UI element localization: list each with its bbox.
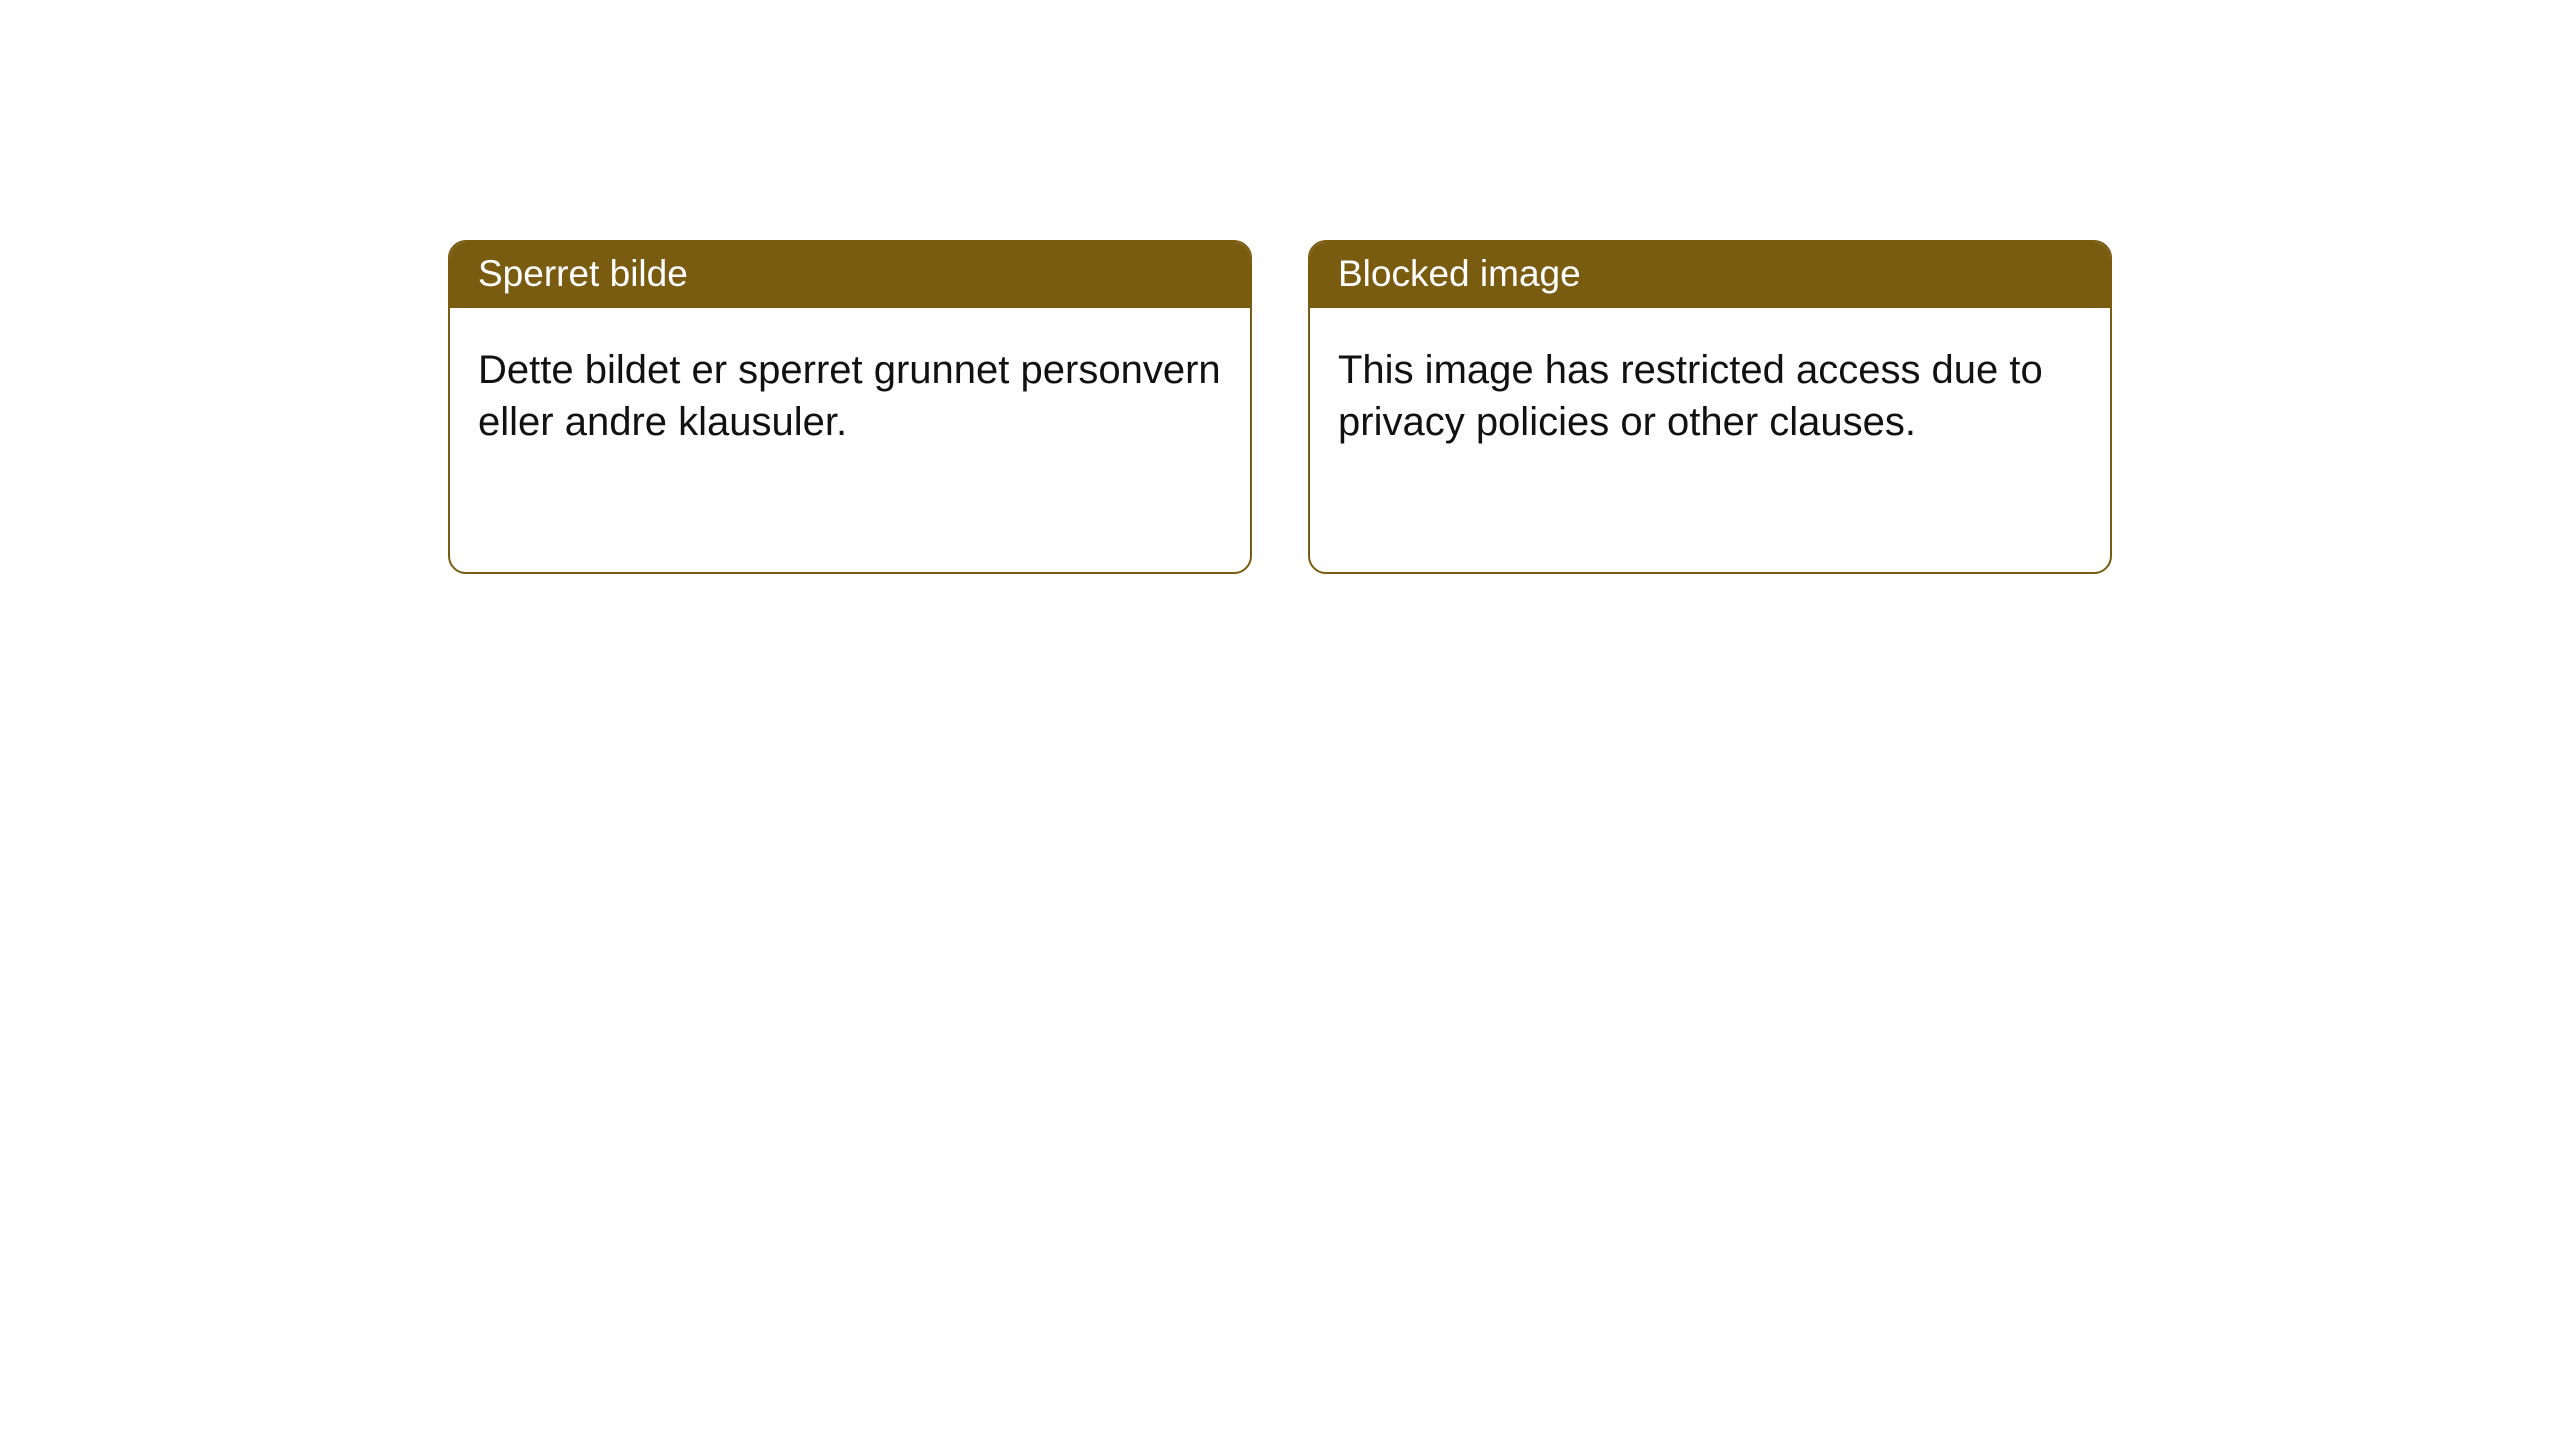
notice-body-en: This image has restricted access due to … [1310, 308, 2110, 476]
notice-header-no: Sperret bilde [450, 242, 1250, 308]
notice-container: Sperret bilde Dette bildet er sperret gr… [0, 0, 2560, 574]
notice-card-no: Sperret bilde Dette bildet er sperret gr… [448, 240, 1252, 574]
notice-body-no: Dette bildet er sperret grunnet personve… [450, 308, 1250, 476]
notice-header-en: Blocked image [1310, 242, 2110, 308]
notice-card-en: Blocked image This image has restricted … [1308, 240, 2112, 574]
